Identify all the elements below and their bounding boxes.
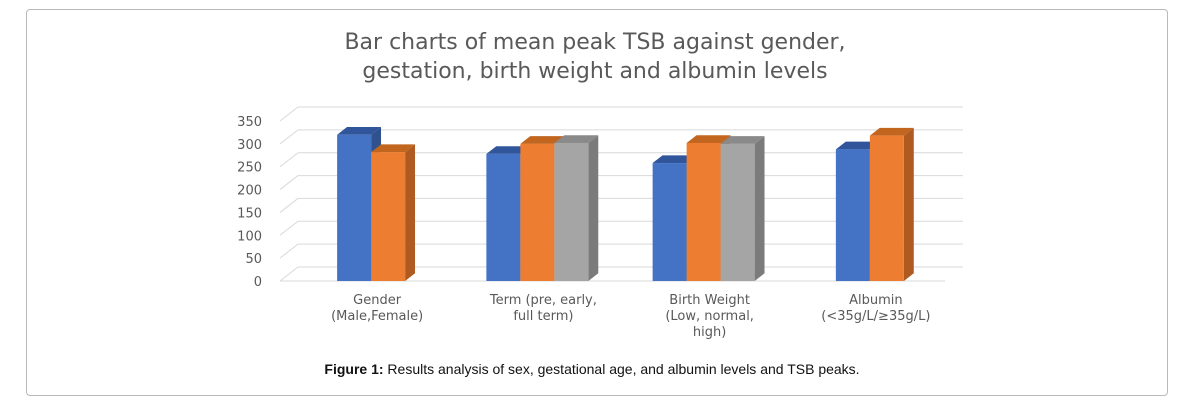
bar-front — [554, 142, 589, 281]
bars — [337, 127, 914, 281]
gridline-depth — [279, 106, 299, 122]
bar-top — [869, 127, 914, 136]
gridline-depth — [279, 198, 299, 213]
bar-front — [835, 149, 870, 281]
x-category-label-line: high) — [693, 325, 726, 340]
bar-top — [371, 144, 416, 153]
chart-title-line-1: Bar charts of mean peak TSB against gend… — [344, 30, 846, 55]
y-tick-label: 300 — [237, 138, 262, 153]
bar — [554, 135, 599, 281]
bar-front — [520, 143, 555, 281]
bar — [869, 127, 914, 281]
x-category-label-line: (Low, normal, — [665, 309, 754, 324]
bar-front — [869, 135, 904, 281]
x-category-label-line: (Male,Female) — [331, 309, 423, 324]
bar-top — [337, 127, 382, 135]
bar-front — [371, 152, 406, 281]
x-category-label-line: Gender — [353, 293, 402, 308]
x-category-label: Birth Weight (Low, normal, high) — [665, 293, 754, 340]
y-tick-label: 150 — [237, 206, 262, 221]
x-category-label-line: full term) — [513, 309, 573, 324]
figure-caption-text: Results analysis of sex, gestational age… — [383, 361, 860, 377]
x-category-label: Gender (Male,Female) — [331, 293, 423, 324]
bar-front — [486, 153, 521, 281]
bar-side — [903, 127, 914, 281]
y-tick-label: 50 — [245, 252, 262, 267]
bar-front — [652, 163, 687, 281]
x-category-label-line: (<35g/L/≥35g/L) — [821, 309, 930, 324]
chart-title-line-2: gestation, birth weight and albumin leve… — [362, 59, 828, 84]
x-category-label: Albumin (<35g/L/≥35g/L) — [821, 293, 930, 324]
gridline-depth — [279, 175, 299, 190]
gridline-depth — [279, 266, 299, 282]
x-category-label: Term (pre, early, full term) — [489, 293, 597, 324]
y-tick-label: 0 — [254, 275, 262, 290]
chart-title: Bar charts of mean peak TSB against gend… — [200, 28, 990, 86]
bar-top — [720, 136, 765, 144]
x-category-label-line: Term (pre, early, — [489, 293, 597, 308]
bar-top — [652, 155, 697, 164]
bar-front — [720, 143, 755, 281]
bar-top — [835, 141, 880, 150]
bar-top — [486, 146, 531, 154]
y-tick-label: 100 — [237, 229, 262, 244]
gridline-depth — [279, 243, 299, 259]
gridline-depth — [279, 129, 299, 145]
bar-top — [520, 136, 565, 144]
bar-top — [686, 135, 731, 143]
bar — [371, 144, 416, 281]
bar-front — [686, 142, 721, 281]
y-tick-label: 250 — [237, 161, 262, 176]
bar-top — [554, 135, 599, 143]
gridline-depth — [279, 220, 299, 236]
bar-side — [754, 136, 765, 281]
bar-side — [588, 135, 599, 281]
figure-caption: Figure 1: Results analysis of sex, gesta… — [0, 361, 1184, 377]
figure-caption-label: Figure 1: — [324, 361, 384, 377]
x-category-label-line: Albumin — [849, 293, 903, 308]
y-tick-label: 200 — [237, 184, 262, 199]
gridline-depth — [279, 152, 299, 168]
bar-side — [405, 144, 416, 281]
y-tick-labels: 0 50 100 150 200 250 300 350 — [237, 115, 262, 290]
bar-front — [337, 134, 372, 281]
bar-chart: 0 50 100 150 200 250 300 350 Gender (Male,Female)… — [237, 106, 963, 340]
x-category-label-line: Birth Weight — [669, 293, 750, 308]
bar — [720, 136, 765, 281]
y-tick-label: 350 — [237, 115, 262, 130]
